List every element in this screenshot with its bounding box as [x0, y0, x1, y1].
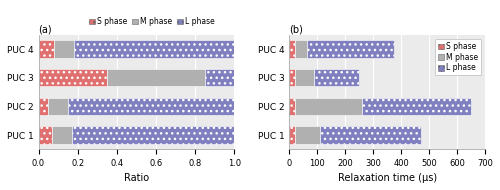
- Bar: [295, 69, 314, 86]
- Bar: [54, 40, 74, 58]
- Bar: [295, 40, 308, 58]
- Bar: [38, 69, 107, 86]
- Bar: [320, 126, 421, 144]
- Bar: [362, 98, 471, 115]
- X-axis label: Relaxation time (μs): Relaxation time (μs): [338, 173, 437, 183]
- Legend: S phase, M phase, L phase: S phase, M phase, L phase: [434, 39, 482, 75]
- X-axis label: Ratio: Ratio: [124, 173, 149, 183]
- Bar: [38, 40, 54, 58]
- Bar: [314, 69, 359, 86]
- Bar: [48, 98, 68, 115]
- Bar: [205, 69, 234, 86]
- Bar: [308, 40, 394, 58]
- Bar: [290, 98, 295, 115]
- Bar: [68, 98, 234, 115]
- Text: (a): (a): [38, 25, 52, 35]
- Bar: [52, 126, 72, 144]
- Bar: [38, 98, 48, 115]
- Text: (b): (b): [290, 25, 303, 35]
- Bar: [72, 126, 234, 144]
- Bar: [290, 126, 295, 144]
- Bar: [38, 126, 52, 144]
- Bar: [295, 126, 320, 144]
- Legend: S phase, M phase, L phase: S phase, M phase, L phase: [86, 14, 218, 29]
- Bar: [290, 40, 295, 58]
- Bar: [290, 69, 295, 86]
- Bar: [107, 69, 205, 86]
- Bar: [74, 40, 234, 58]
- Bar: [295, 98, 362, 115]
